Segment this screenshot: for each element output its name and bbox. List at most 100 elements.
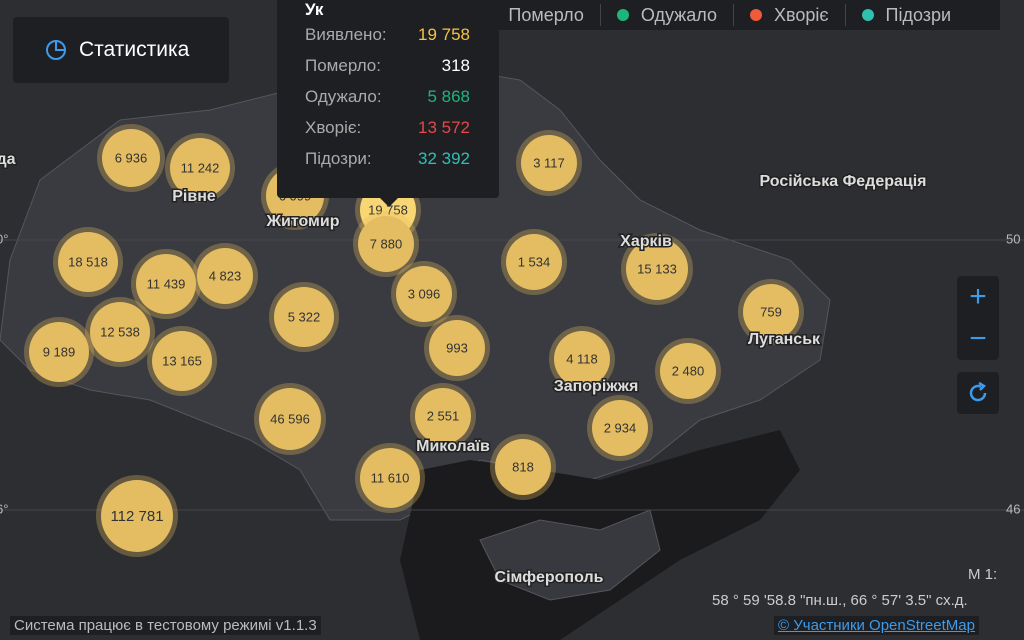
tooltip-title: Ук (305, 0, 324, 19)
cluster-bubble: 7 880 (353, 211, 419, 277)
bubble-label: 9 189 (43, 344, 76, 359)
bubble-label: 11 242 (181, 160, 220, 175)
bubble (274, 287, 334, 347)
bubble (101, 480, 173, 552)
legend-label: Підозри (885, 4, 952, 25)
bubble (592, 400, 648, 456)
city-label: да (0, 151, 16, 168)
bubble (521, 135, 577, 191)
reset-icon (969, 381, 987, 402)
reset-button[interactable] (957, 372, 999, 414)
cluster-bubble: 3 096 (391, 261, 457, 327)
bubble-label: 1 534 (518, 254, 551, 269)
bubble-label: 13 165 (162, 353, 202, 368)
cluster-bubble: 6 936 (97, 124, 165, 192)
bubble (743, 284, 799, 340)
legend-label: Померло (508, 4, 584, 25)
bubble-label: 11 610 (371, 470, 410, 485)
bubble (152, 331, 212, 391)
button-label: Статистика (79, 38, 190, 61)
bubble-label: 15 133 (637, 261, 677, 276)
attribution[interactable]: © Участники OpenStreetMap (774, 616, 979, 635)
bubble-label: 759 (760, 304, 782, 319)
row-label: Одужало: (305, 87, 382, 106)
bubble (29, 322, 89, 382)
cluster-bubble: 2 480 (655, 338, 721, 404)
legend-label: Хворіє (773, 4, 829, 25)
row-value: 19 758 (418, 25, 470, 44)
graticule-label: 46 (1006, 501, 1020, 516)
bubble-label: 46 596 (270, 411, 310, 426)
bubble-label: 818 (512, 459, 534, 474)
bubble (396, 266, 452, 322)
row-label: Хворіє: (305, 118, 362, 137)
tooltip-row: Підозри: 32 392 (305, 149, 470, 169)
bubble-label: 11 439 (147, 276, 186, 291)
legend-dot (616, 9, 629, 21)
cluster-bubble: 3 117 (516, 130, 582, 196)
row-label: Підозри: (305, 149, 372, 168)
cluster-bubble: 2 551 (410, 383, 476, 449)
bubble-label: 993 (446, 340, 468, 355)
crimea (479, 509, 661, 601)
tooltip-row: Хворіє: 13 572 (305, 118, 470, 138)
statistics-button[interactable]: Статистика (13, 17, 229, 83)
cluster-bubble: 1 534 (501, 229, 567, 295)
city-label: Російська Федерація (760, 173, 927, 190)
cluster-bubble: 12 538 (85, 297, 155, 367)
bubble-label: 3 117 (533, 155, 565, 170)
city-label: Житомир (266, 213, 340, 230)
graticule-label: 50 (1006, 231, 1020, 246)
legend-separator (732, 4, 734, 26)
city-label: Луганськ (748, 331, 821, 348)
legend-item: Підозри (861, 4, 952, 26)
cluster-bubble: 5 322 (269, 282, 339, 352)
legend-dot (749, 9, 762, 21)
bubble (554, 331, 610, 387)
legend-item: Хворіє (749, 4, 829, 26)
row-value: 32 392 (418, 149, 470, 168)
bubble (429, 320, 485, 376)
bubble (495, 439, 551, 495)
legend-item: Померло (484, 4, 584, 26)
bubble-label: 2 480 (672, 363, 705, 378)
row-value: 318 (441, 56, 470, 75)
cluster-bubble: 46 596 (254, 383, 326, 455)
tooltip: Ук Виявлено: 19 758 Померло: 318 Одужало: 5 8… (277, 0, 499, 198)
bubble (415, 388, 471, 444)
cluster-bubble: 993 (424, 315, 490, 381)
bubble-label: 7 880 (370, 236, 403, 251)
cluster-bubble: 818 (490, 434, 556, 500)
city-label: Запоріжжя (554, 378, 639, 395)
cluster-bubble: 2 934 (587, 395, 653, 461)
bubble (360, 448, 420, 508)
cluster-bubble: 4 823 (192, 243, 258, 309)
chart-icon (46, 40, 66, 60)
legend-separator (844, 4, 846, 26)
cluster-bubble: 18 518 (53, 227, 123, 297)
coordinates: 58 ° 59 '58.8 "пн.ш., 66 ° 57' 3.5" сх.д… (712, 592, 968, 609)
bubble (358, 216, 414, 272)
bubble-label: 112 781 (110, 508, 163, 525)
zoom-in[interactable]: + (969, 280, 987, 313)
bubble-label: 4 823 (209, 268, 242, 283)
graticule-label: 6° (0, 501, 8, 516)
legend-separator (599, 4, 601, 26)
city-label: Миколаїв (416, 438, 490, 455)
graticule-label: 0° (0, 231, 8, 246)
legend-item: Одужало (616, 4, 717, 26)
legend-label: Одужало (640, 4, 717, 25)
city-label: Харків (620, 233, 672, 250)
row-label: Виявлено: (305, 25, 387, 44)
row-label: Померло: (305, 56, 381, 75)
bubble (58, 232, 118, 292)
city-label: Рівне (172, 188, 216, 205)
tooltip-row: Виявлено: 19 758 (305, 25, 470, 45)
bubble (170, 138, 230, 198)
zoom-out[interactable]: − (969, 322, 987, 355)
cluster-bubble: 11 439 (131, 249, 201, 319)
cluster-bubble: 15 133 (621, 233, 693, 305)
cluster-bubble: 11 610 (355, 443, 425, 513)
cluster-bubble: 9 189 (24, 317, 94, 387)
cluster-bubble: 4 118 (549, 326, 615, 392)
